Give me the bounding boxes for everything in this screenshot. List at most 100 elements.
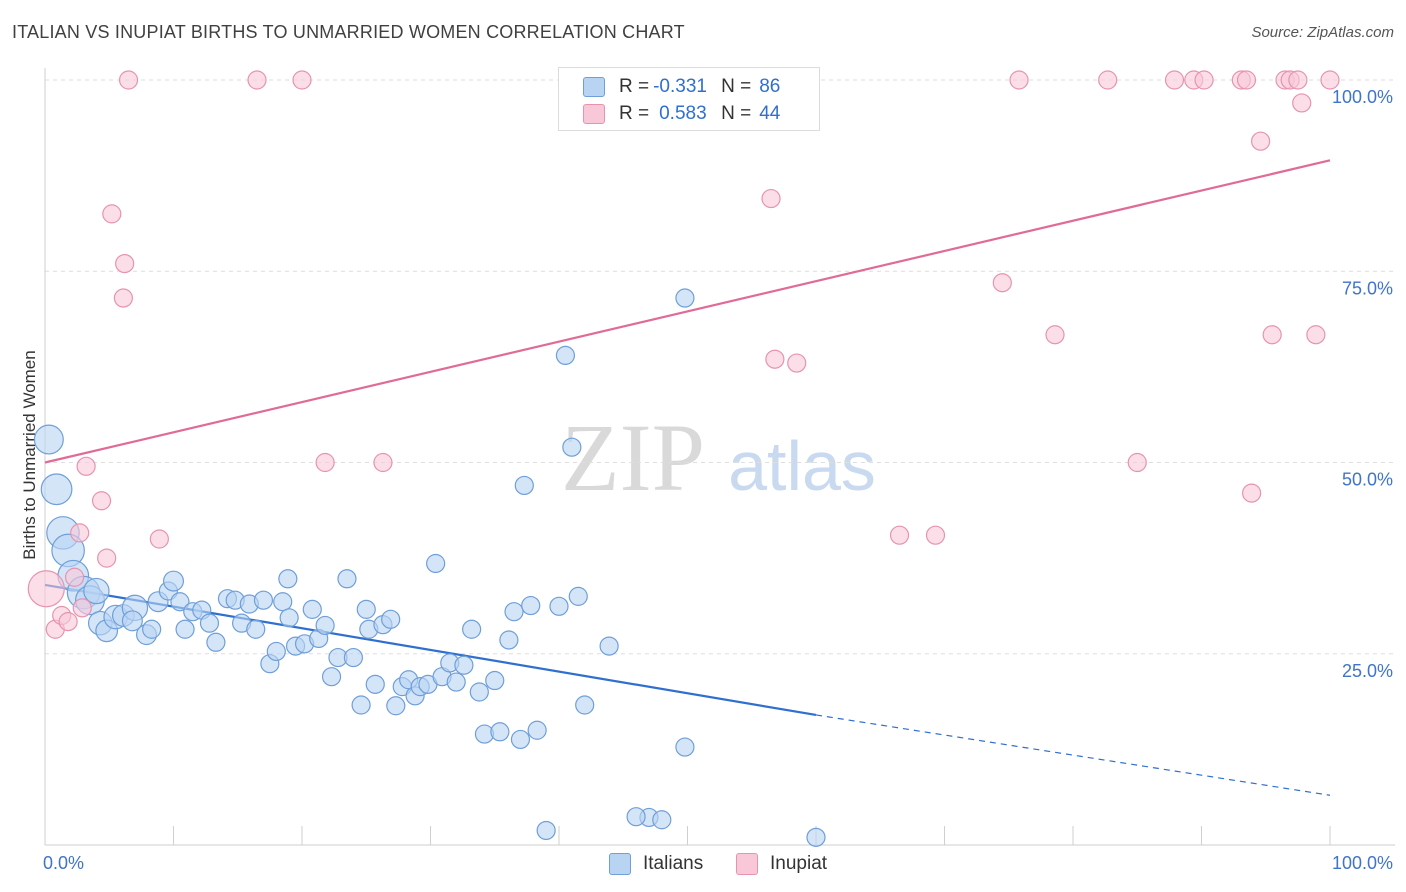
y-tick-label: 50.0%: [1342, 470, 1393, 490]
data-point: [889, 525, 910, 545]
legend-row-inupiat: R = 0.583 N = 44: [583, 101, 780, 127]
data-point: [315, 615, 335, 636]
data-point: [149, 529, 169, 549]
data-point: [33, 424, 64, 455]
data-point: [356, 599, 376, 619]
data-point: [175, 619, 195, 639]
data-point: [76, 456, 96, 476]
data-point: [652, 810, 672, 830]
data-point: [70, 523, 90, 543]
data-points: [27, 70, 1340, 847]
series-inupiat: [27, 70, 1340, 639]
legend-n-label: N =: [721, 76, 752, 97]
legend-r-label: R =: [619, 103, 650, 124]
data-point: [292, 70, 312, 90]
legend-item-italians: Italians: [609, 850, 703, 878]
data-point: [514, 475, 534, 496]
data-point: [555, 345, 576, 365]
watermark-zip: ZIP: [561, 404, 705, 511]
watermark-atlas: atlas: [728, 427, 876, 505]
data-point: [97, 548, 117, 568]
data-point: [315, 452, 335, 473]
data-point: [40, 473, 73, 506]
data-point: [568, 586, 588, 606]
data-point: [373, 452, 393, 473]
data-point: [575, 695, 595, 715]
data-point: [485, 670, 505, 691]
y-tick-label: 25.0%: [1342, 661, 1393, 681]
legend-r-value: -0.331: [653, 76, 707, 97]
data-point: [64, 567, 85, 587]
data-point: [925, 525, 946, 545]
data-point: [199, 613, 220, 633]
data-point: [675, 288, 695, 308]
data-point: [163, 570, 185, 592]
data-point: [27, 570, 65, 608]
tick-labels: 100.0% 75.0% 50.0% 25.0% 0.0% 100.0%: [43, 87, 1393, 873]
data-point: [510, 729, 531, 750]
data-point: [83, 577, 110, 605]
data-point: [499, 630, 519, 650]
trend-line-inupiat: [44, 159, 1331, 464]
data-point: [278, 569, 298, 589]
data-point: [1288, 70, 1308, 90]
data-point: [247, 70, 267, 90]
data-point: [1045, 325, 1065, 345]
legend-swatch-italians: [583, 77, 605, 97]
data-point: [1098, 70, 1118, 90]
data-point: [504, 602, 524, 622]
data-point: [806, 827, 826, 847]
data-point: [121, 610, 143, 632]
data-point: [1320, 70, 1340, 90]
data-point: [527, 720, 547, 740]
stats-legend: R = -0.331 N = 86 R = 0.583 N = 44: [558, 67, 820, 131]
data-point: [253, 590, 274, 610]
data-point: [1194, 70, 1214, 90]
data-point: [536, 820, 556, 841]
series-italians: [33, 288, 826, 847]
data-point: [1127, 452, 1147, 473]
data-point: [386, 696, 406, 716]
legend-item-inupiat: Inupiat: [736, 850, 827, 878]
data-point: [562, 437, 582, 457]
watermark: ZIP atlas: [561, 404, 876, 511]
trend-line-extension: [815, 714, 1331, 796]
data-point: [549, 596, 569, 616]
data-point: [521, 595, 541, 616]
data-point: [787, 353, 807, 373]
source-label: Source: ZipAtlas.com: [1251, 24, 1394, 41]
grid: [45, 79, 1395, 655]
data-point: [91, 491, 112, 511]
data-point: [321, 667, 342, 687]
data-point: [381, 609, 401, 629]
legend-swatch-inupiat: [583, 104, 605, 124]
legend-label-italians: Italians: [643, 853, 704, 874]
data-point: [58, 612, 78, 632]
legend-n-value: 86: [759, 76, 781, 97]
data-point: [343, 647, 363, 668]
axes: [44, 68, 1395, 846]
data-point: [1262, 325, 1282, 345]
data-point: [302, 599, 322, 619]
data-point: [992, 273, 1012, 293]
data-point: [469, 682, 489, 702]
y-tick-label: 100.0%: [1332, 87, 1393, 107]
data-point: [337, 569, 357, 589]
data-point: [115, 254, 135, 274]
data-point: [765, 349, 785, 369]
legend-row-italians: R = -0.331 N = 86: [583, 74, 780, 100]
data-point: [454, 655, 474, 675]
data-point: [761, 188, 781, 209]
x-tick-label: 0.0%: [43, 853, 84, 873]
data-point: [426, 553, 446, 574]
data-point: [490, 722, 510, 742]
data-point: [626, 807, 646, 827]
legend-r-label: R =: [619, 76, 650, 97]
data-point: [1009, 70, 1029, 90]
data-point: [675, 737, 695, 757]
legend-label-inupiat: Inupiat: [770, 853, 828, 874]
data-point: [273, 592, 293, 612]
data-point: [1164, 70, 1185, 90]
legend-swatch-inupiat: [736, 853, 758, 875]
data-point: [351, 695, 371, 715]
